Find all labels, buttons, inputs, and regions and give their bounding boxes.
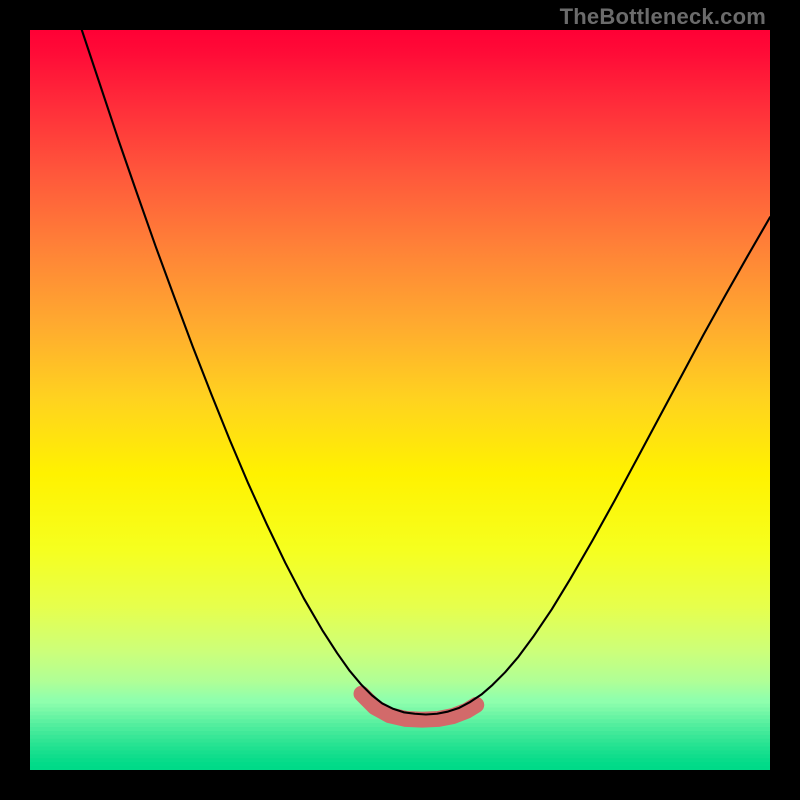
watermark-text: TheBottleneck.com [560, 4, 766, 30]
plot-area [30, 30, 770, 770]
bottleneck-curve [82, 30, 770, 715]
bottleneck-highlight [362, 694, 477, 720]
curve-layer [30, 30, 770, 770]
chart-frame: TheBottleneck.com [0, 0, 800, 800]
